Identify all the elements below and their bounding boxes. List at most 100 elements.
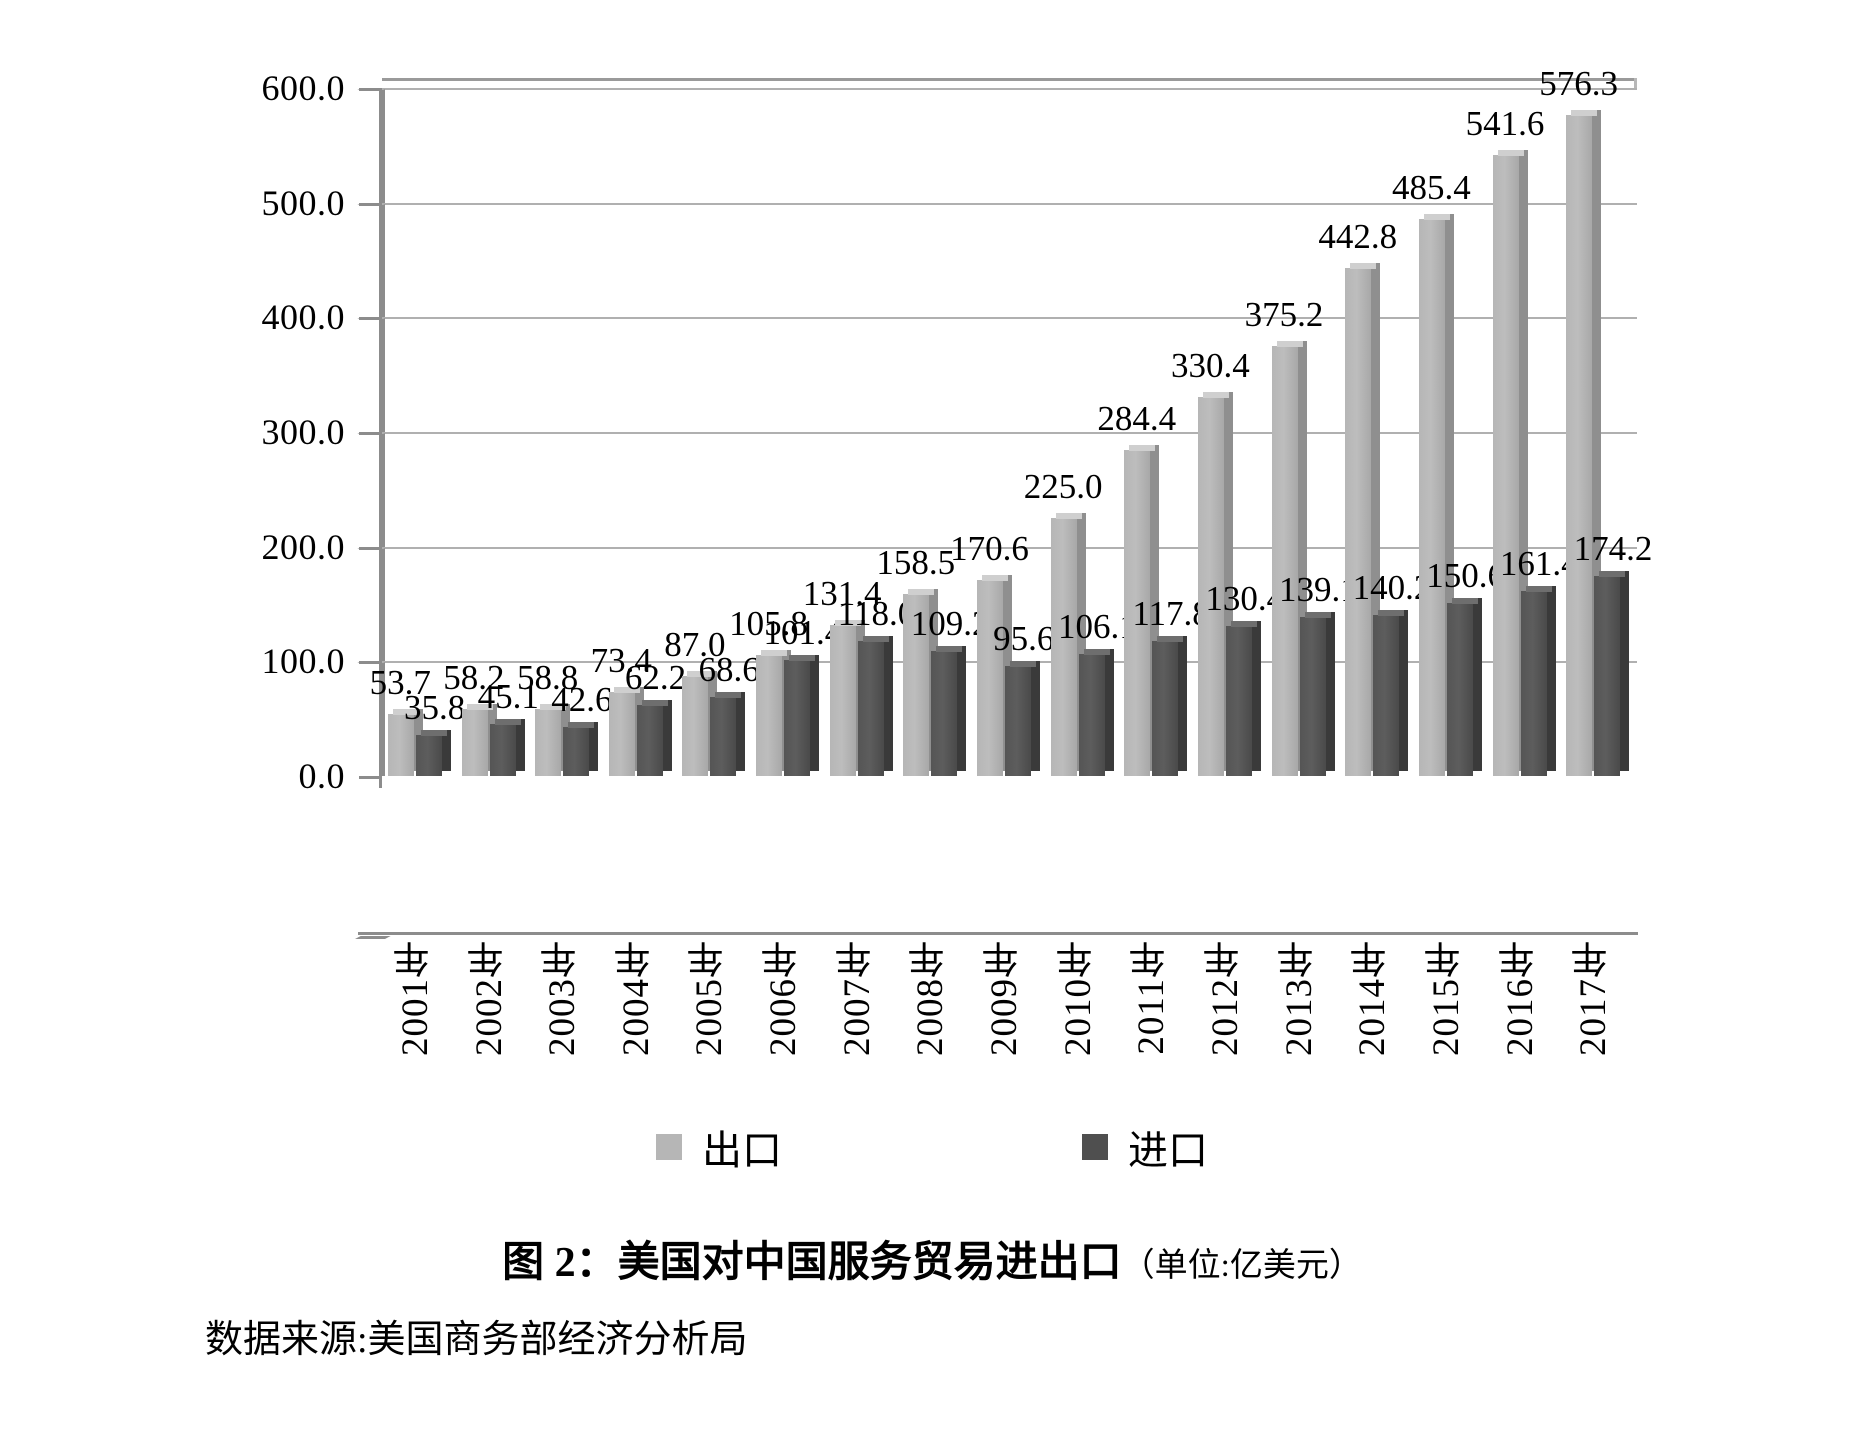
bar-import bbox=[1152, 635, 1188, 776]
bar-top bbox=[1010, 661, 1037, 668]
bar-group bbox=[756, 88, 820, 776]
bar-value-label-export: 541.6 bbox=[1465, 103, 1545, 143]
bar-top bbox=[420, 729, 447, 736]
y-axis-tick-label: 600.0 bbox=[261, 68, 345, 108]
bar-value-label-import: 140.2 bbox=[1352, 568, 1432, 608]
bar-side bbox=[1223, 392, 1233, 771]
bar-import bbox=[1594, 571, 1630, 776]
bar-face bbox=[931, 650, 958, 776]
bar-top bbox=[1378, 610, 1405, 617]
bar-face bbox=[1345, 268, 1372, 776]
bar-group bbox=[387, 88, 451, 776]
bar-top bbox=[568, 722, 595, 729]
bar-face bbox=[756, 654, 783, 776]
bar-top bbox=[982, 575, 1009, 582]
bar-group bbox=[1566, 88, 1630, 776]
chart-legend: 出口 进口 bbox=[0, 1118, 1864, 1176]
x-axis-category-label: 2003年 bbox=[542, 940, 584, 1056]
x-axis-category-label: 2007年 bbox=[836, 940, 878, 1056]
bar-top bbox=[789, 654, 816, 661]
bar-group bbox=[535, 88, 599, 776]
bar-top bbox=[1055, 513, 1082, 519]
bar-face bbox=[1520, 590, 1547, 776]
bar-top bbox=[908, 589, 935, 596]
x-axis-category-label: 2008年 bbox=[910, 940, 952, 1056]
y-axis-tick-label: 500.0 bbox=[261, 182, 345, 223]
bar-group bbox=[682, 88, 746, 776]
x-axis-category-label: 2001年 bbox=[394, 940, 436, 1056]
bar-face bbox=[1225, 626, 1252, 776]
bar-side bbox=[1620, 571, 1630, 771]
bar-export bbox=[1418, 214, 1454, 776]
bar-side bbox=[515, 719, 525, 771]
bar-side bbox=[736, 692, 746, 771]
x-axis-category-label: 2005年 bbox=[689, 940, 731, 1056]
bar-group bbox=[1492, 88, 1556, 776]
bar-face bbox=[415, 734, 442, 776]
bar-value-label-export: 442.8 bbox=[1318, 217, 1398, 257]
bar-side bbox=[1444, 214, 1454, 771]
legend-item-import: 进口 bbox=[1082, 1118, 1208, 1176]
bar-import bbox=[1520, 585, 1556, 776]
bar-face bbox=[903, 594, 930, 776]
bar-export bbox=[1492, 149, 1528, 776]
bar-face bbox=[829, 625, 856, 776]
bar-value-label-export: 58.8 bbox=[516, 657, 579, 697]
bar-face bbox=[1446, 603, 1473, 776]
plot-wall-top-edge bbox=[382, 78, 1634, 81]
bar-face bbox=[1492, 154, 1519, 776]
bar-face bbox=[1594, 576, 1621, 776]
y-axis-tick-label: 100.0 bbox=[261, 641, 345, 682]
bar-top bbox=[1230, 621, 1257, 628]
y-axis-labels: 0.0 100.0 200.0 300.0 400.0 500.0 600.0 bbox=[0, 0, 381, 1000]
bar-export bbox=[1050, 513, 1086, 776]
y-axis-tick bbox=[359, 661, 381, 665]
bar-top bbox=[687, 671, 714, 678]
x-axis-category-label: 2013年 bbox=[1278, 940, 1320, 1056]
bar-side bbox=[957, 645, 967, 771]
bar-face bbox=[1418, 219, 1445, 776]
bar-import bbox=[1446, 598, 1482, 776]
figure-source: 数据来源:美国商务部经济分析局 bbox=[205, 1319, 748, 1361]
bar-export bbox=[1345, 263, 1381, 776]
gridline bbox=[334, 317, 1637, 332]
bar-export bbox=[1271, 340, 1307, 776]
bar-side bbox=[810, 654, 820, 771]
bar-face bbox=[1373, 615, 1400, 776]
bar-face bbox=[535, 708, 562, 776]
bar-face bbox=[563, 727, 590, 776]
bar-side bbox=[1104, 649, 1114, 771]
bar-group bbox=[977, 88, 1041, 776]
bar-side bbox=[589, 722, 599, 771]
y-axis-tick-label: 0.0 bbox=[298, 756, 345, 796]
bar-value-label-export: 53.7 bbox=[369, 663, 431, 703]
bar-face bbox=[1124, 449, 1151, 776]
bar-value-label-export: 131.4 bbox=[802, 574, 882, 614]
bar-import bbox=[1225, 621, 1261, 776]
bar-value-label-export: 485.4 bbox=[1391, 168, 1471, 208]
bar-value-label-import: 62.2 bbox=[624, 657, 687, 697]
bar-top bbox=[1350, 263, 1377, 270]
bar-top bbox=[936, 645, 963, 652]
bar-top bbox=[1304, 611, 1331, 618]
bar-import bbox=[563, 722, 599, 776]
bar-import bbox=[710, 692, 746, 776]
bar-value-label-import: 42.6 bbox=[551, 680, 613, 720]
bar-value-label-import: 95.6 bbox=[993, 619, 1055, 659]
bar-value-label-export: 105.8 bbox=[729, 603, 808, 643]
bar-side bbox=[1399, 610, 1409, 771]
bar-import bbox=[1373, 610, 1409, 776]
bar-group bbox=[1050, 88, 1114, 776]
bar-export bbox=[682, 671, 718, 776]
bar-value-label-export: 225.0 bbox=[1023, 467, 1103, 506]
bar-face bbox=[636, 704, 663, 776]
bar-value-label-export: 87.0 bbox=[664, 625, 726, 665]
bar-value-label-export: 330.4 bbox=[1171, 346, 1250, 386]
bar-value-label-import: 174.2 bbox=[1573, 529, 1653, 569]
bar-top bbox=[862, 635, 889, 642]
bar-face bbox=[387, 714, 414, 776]
x-axis-category-label: 2004年 bbox=[615, 940, 657, 1056]
bar-top bbox=[1157, 635, 1184, 642]
bar-export bbox=[461, 704, 497, 776]
legend-label-import: 进口 bbox=[1128, 1128, 1208, 1173]
